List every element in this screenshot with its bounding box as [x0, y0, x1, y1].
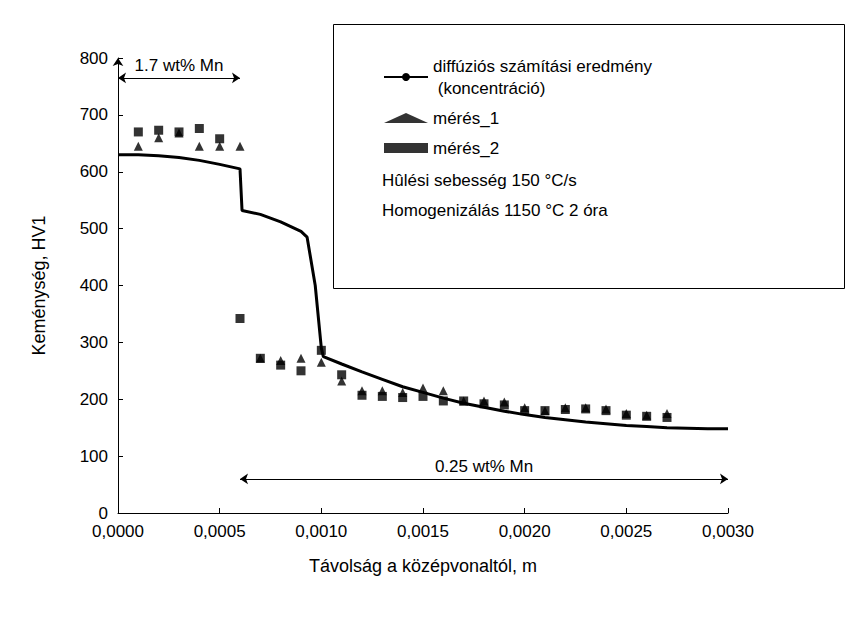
svg-text:(koncentráció): (koncentráció) [433, 79, 545, 98]
svg-text:0,0010: 0,0010 [295, 522, 347, 541]
svg-text:800: 800 [80, 49, 108, 68]
svg-text:mérés_1: mérés_1 [433, 109, 499, 128]
svg-text:Homogenizálás 1150 °C 2 óra: Homogenizálás 1150 °C 2 óra [382, 201, 608, 220]
svg-text:0,0020: 0,0020 [499, 522, 551, 541]
svg-text:Keménység, HV1: Keménység, HV1 [29, 215, 49, 355]
svg-text:diffúziós számítási eredmény: diffúziós számítási eredmény [433, 57, 652, 76]
svg-text:0.25 wt% Mn: 0.25 wt% Mn [435, 457, 533, 476]
svg-text:200: 200 [80, 390, 108, 409]
svg-text:100: 100 [80, 447, 108, 466]
svg-text:0: 0 [99, 504, 108, 523]
svg-text:0,0030: 0,0030 [702, 522, 754, 541]
svg-text:0,0025: 0,0025 [600, 522, 652, 541]
svg-text:Hûlési sebesség 150 °C/s: Hûlési sebesség 150 °C/s [382, 171, 577, 190]
svg-text:0,0000: 0,0000 [92, 522, 144, 541]
svg-text:400: 400 [80, 276, 108, 295]
svg-text:mérés_2: mérés_2 [433, 139, 499, 158]
svg-text:Távolság a középvonaltól, m: Távolság a középvonaltól, m [309, 556, 537, 576]
svg-text:700: 700 [80, 105, 108, 124]
svg-text:300: 300 [80, 333, 108, 352]
svg-text:500: 500 [80, 219, 108, 238]
svg-text:0,0005: 0,0005 [194, 522, 246, 541]
svg-text:0,0015: 0,0015 [397, 522, 449, 541]
svg-text:600: 600 [80, 162, 108, 181]
svg-text:1.7 wt% Mn: 1.7 wt% Mn [135, 56, 224, 75]
